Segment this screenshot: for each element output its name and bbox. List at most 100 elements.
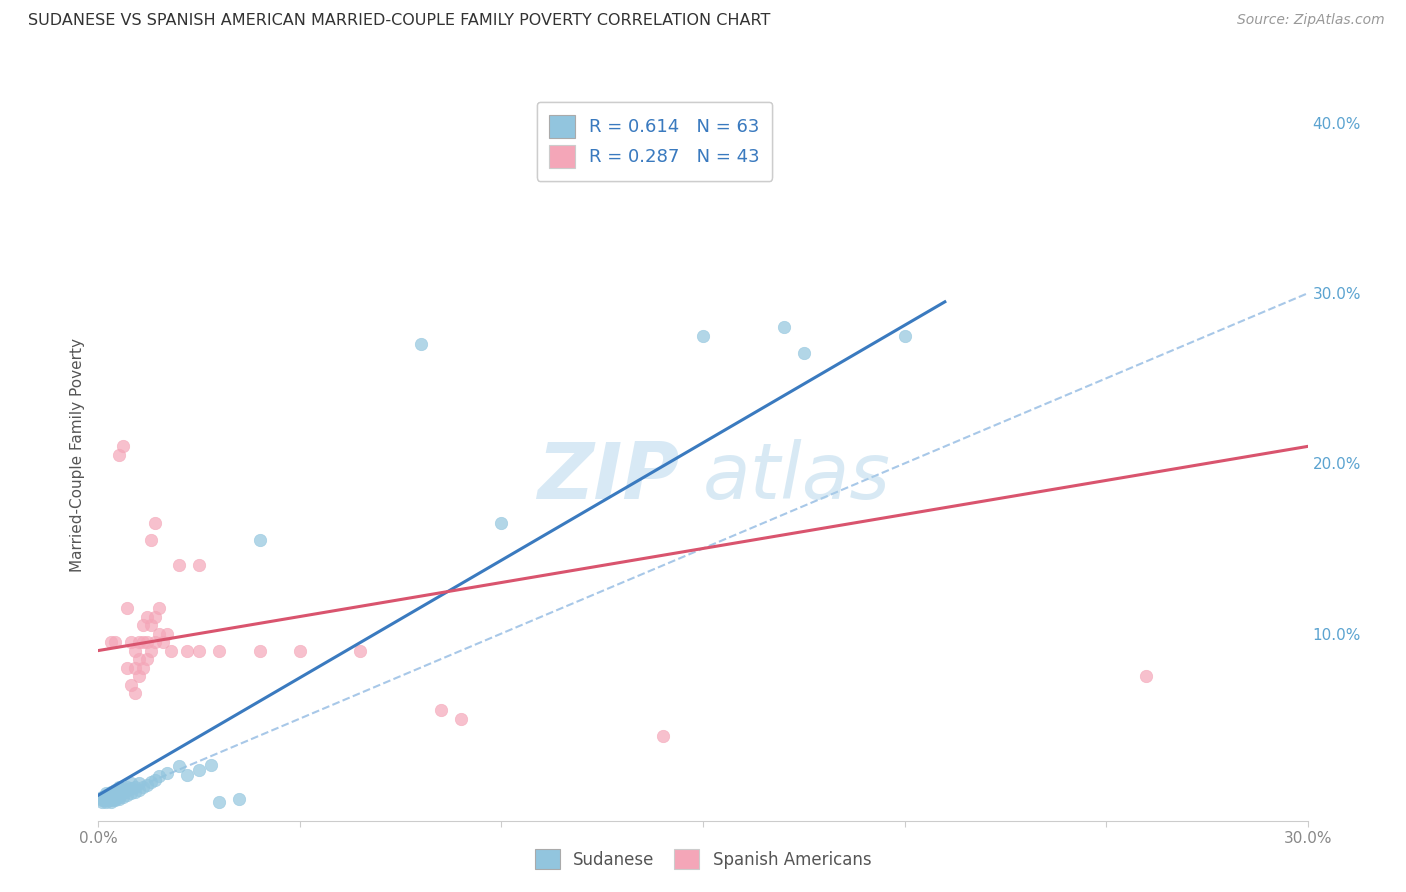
Point xyxy=(96,789,118,804)
Point xyxy=(120,786,142,800)
Point xyxy=(103,788,125,802)
Point xyxy=(91,795,114,809)
Point xyxy=(139,774,162,789)
Point xyxy=(128,635,150,649)
Point xyxy=(96,791,118,805)
Point xyxy=(1135,669,1157,683)
Point xyxy=(651,729,673,743)
Point xyxy=(107,780,129,794)
Point xyxy=(148,769,170,783)
Point xyxy=(208,643,231,657)
Point xyxy=(128,669,150,683)
Point xyxy=(772,320,794,334)
Point xyxy=(176,768,198,782)
Point xyxy=(91,793,114,807)
Point xyxy=(120,635,142,649)
Text: Source: ZipAtlas.com: Source: ZipAtlas.com xyxy=(1237,13,1385,28)
Point xyxy=(249,643,271,657)
Point xyxy=(143,772,166,787)
Point xyxy=(107,785,129,799)
Point xyxy=(143,516,166,530)
Point xyxy=(111,789,134,804)
Point xyxy=(249,533,271,547)
Point xyxy=(135,652,157,666)
Point xyxy=(115,660,138,674)
Point xyxy=(103,789,125,804)
Point xyxy=(115,788,138,802)
Point xyxy=(450,712,472,726)
Point xyxy=(430,703,453,717)
Point xyxy=(167,759,190,773)
Point xyxy=(103,785,125,799)
Point xyxy=(120,677,142,691)
Point xyxy=(135,609,157,624)
Y-axis label: Married-Couple Family Poverty: Married-Couple Family Poverty xyxy=(69,338,84,572)
Point xyxy=(188,643,211,657)
Legend: R = 0.614   N = 63, R = 0.287   N = 43: R = 0.614 N = 63, R = 0.287 N = 43 xyxy=(537,102,772,181)
Point xyxy=(107,788,129,802)
Point xyxy=(100,791,122,805)
Point xyxy=(156,626,179,640)
Point xyxy=(167,558,190,573)
Point xyxy=(120,776,142,790)
Point xyxy=(96,786,118,800)
Point xyxy=(692,329,714,343)
Point xyxy=(96,788,118,802)
Point xyxy=(124,780,146,794)
Point xyxy=(135,778,157,792)
Point xyxy=(115,783,138,797)
Point xyxy=(176,643,198,657)
Point xyxy=(91,789,114,804)
Point xyxy=(139,533,162,547)
Point xyxy=(100,795,122,809)
Point xyxy=(893,329,915,343)
Point xyxy=(96,795,118,809)
Point xyxy=(228,791,250,805)
Point xyxy=(288,643,311,657)
Point xyxy=(111,785,134,799)
Point xyxy=(132,780,155,794)
Point xyxy=(139,643,162,657)
Point xyxy=(409,337,432,351)
Point xyxy=(107,789,129,804)
Point xyxy=(132,635,155,649)
Point xyxy=(188,763,211,777)
Point xyxy=(107,791,129,805)
Legend: Sudanese, Spanish Americans: Sudanese, Spanish Americans xyxy=(524,838,882,880)
Text: atlas: atlas xyxy=(703,439,891,515)
Point xyxy=(103,635,125,649)
Point xyxy=(100,789,122,804)
Point xyxy=(111,786,134,800)
Point xyxy=(103,786,125,800)
Point xyxy=(120,781,142,796)
Point xyxy=(135,635,157,649)
Point xyxy=(139,618,162,632)
Point xyxy=(148,601,170,615)
Point xyxy=(91,791,114,805)
Point xyxy=(128,652,150,666)
Point xyxy=(100,635,122,649)
Point xyxy=(349,643,371,657)
Point xyxy=(200,757,222,772)
Point xyxy=(143,609,166,624)
Point xyxy=(124,643,146,657)
Point xyxy=(208,795,231,809)
Point xyxy=(100,785,122,799)
Point xyxy=(103,783,125,797)
Point xyxy=(793,346,815,360)
Point xyxy=(103,791,125,805)
Point xyxy=(103,793,125,807)
Point xyxy=(132,618,155,632)
Point xyxy=(124,686,146,700)
Point xyxy=(111,781,134,796)
Point xyxy=(160,643,183,657)
Point xyxy=(143,635,166,649)
Point xyxy=(188,558,211,573)
Point xyxy=(96,793,118,807)
Point xyxy=(132,660,155,674)
Point xyxy=(124,660,146,674)
Point xyxy=(107,448,129,462)
Point xyxy=(128,776,150,790)
Point xyxy=(124,785,146,799)
Point xyxy=(111,439,134,453)
